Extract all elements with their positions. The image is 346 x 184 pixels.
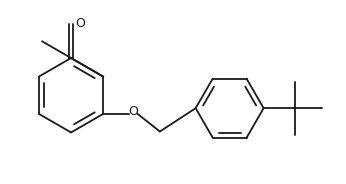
Text: O: O	[75, 17, 85, 30]
Text: O: O	[128, 105, 138, 118]
